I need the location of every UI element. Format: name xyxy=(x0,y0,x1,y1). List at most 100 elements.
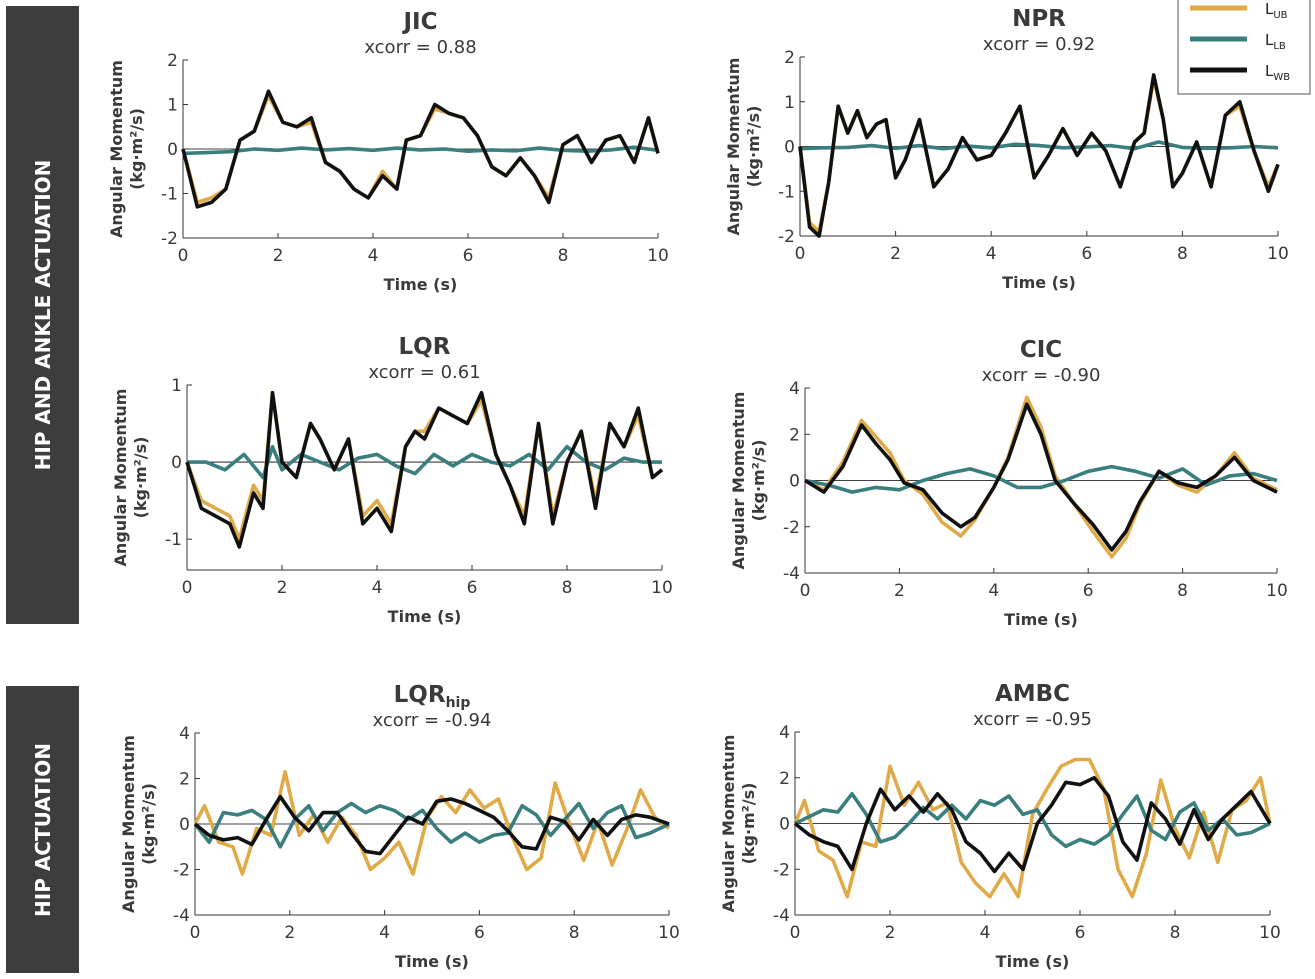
chart-title-main: LQR xyxy=(399,334,451,360)
y-tick-label: 2 xyxy=(779,769,790,789)
y-tick-label: -2 xyxy=(783,518,800,538)
chart-title: AMBC xyxy=(995,681,1070,707)
chart-title-main: LQR xyxy=(394,682,446,708)
x-axis-label: Time (s) xyxy=(395,952,469,971)
y-tick-label: 0 xyxy=(789,472,800,492)
y-tick-label: 1 xyxy=(784,93,795,113)
x-tick-label: 6 xyxy=(1075,923,1086,943)
chart-title-main: CIC xyxy=(1020,337,1062,363)
y-tick-label: 0 xyxy=(784,138,795,158)
x-tick-label: 8 xyxy=(569,923,580,943)
x-tick-label: 6 xyxy=(474,923,485,943)
x-tick-label: 2 xyxy=(284,923,295,943)
y-axis-label-line2: (kg·m²/s) xyxy=(749,440,768,522)
x-tick-label: 2 xyxy=(885,923,896,943)
x-tick-label: 4 xyxy=(372,578,383,598)
y-axis-label-line2: (kg·m²/s) xyxy=(139,783,158,865)
y-tick-label: 1 xyxy=(167,96,178,116)
y-tick-label: -4 xyxy=(783,564,800,584)
chart-title: LQR xyxy=(399,334,451,360)
row-label-hip: HIP ACTUATION xyxy=(31,743,55,917)
series-line-2 xyxy=(182,145,659,156)
x-tick-label: 6 xyxy=(1083,581,1094,601)
row-label-hip-ankle: HIP AND ANKLE ACTUATION xyxy=(31,160,55,471)
x-tick-label: 6 xyxy=(463,246,474,266)
x-tick-label: 10 xyxy=(1267,244,1289,264)
x-tick-label: 4 xyxy=(980,923,991,943)
x-tick-label: 10 xyxy=(1266,581,1288,601)
y-tick-label: 2 xyxy=(789,425,800,445)
series-line-1 xyxy=(804,395,1278,559)
x-tick-label: 0 xyxy=(182,578,193,598)
x-tick-label: 4 xyxy=(368,246,379,266)
x-tick-label: 0 xyxy=(795,244,806,264)
y-tick-label: 2 xyxy=(167,51,178,71)
legend-label-ub: LUB xyxy=(1265,0,1288,21)
x-tick-label: 10 xyxy=(651,578,673,598)
legend-label-lb: LLB xyxy=(1265,31,1286,52)
y-tick-label: 2 xyxy=(784,48,795,68)
x-axis-label: Time (s) xyxy=(388,607,462,626)
x-tick-label: 8 xyxy=(1177,581,1188,601)
chart-title-main: AMBC xyxy=(995,681,1070,707)
x-tick-label: 0 xyxy=(178,246,189,266)
y-tick-label: -1 xyxy=(161,185,178,205)
x-tick-label: 8 xyxy=(562,578,573,598)
y-tick-label: 0 xyxy=(171,453,182,473)
chart-subtitle: xcorr = -0.95 xyxy=(973,709,1092,730)
series-line-1 xyxy=(793,757,1272,899)
series-line-3 xyxy=(793,775,1272,874)
series-line-2 xyxy=(193,801,670,849)
x-tick-label: 8 xyxy=(558,246,569,266)
row-label-band-hip-ankle xyxy=(6,6,79,624)
series-line-2 xyxy=(799,140,1279,151)
legend-label-wb: LWB xyxy=(1265,62,1290,83)
y-tick-label: -1 xyxy=(778,182,795,202)
chart-subtitle: xcorr = 0.61 xyxy=(368,362,480,383)
y-axis-label-line2: (kg·m²/s) xyxy=(127,108,146,190)
series-line-1 xyxy=(798,77,1280,234)
chart-subtitle: xcorr = -0.90 xyxy=(982,365,1101,386)
chart-title: LQRhip xyxy=(394,682,471,711)
chart-subtitle: xcorr = 0.92 xyxy=(983,34,1095,55)
y-axis-label-line1: Angular Momentum xyxy=(729,392,748,570)
x-tick-label: 10 xyxy=(1259,923,1281,943)
y-tick-label: 0 xyxy=(779,815,790,835)
x-tick-label: 10 xyxy=(658,923,680,943)
x-tick-label: 0 xyxy=(790,923,801,943)
x-tick-label: 2 xyxy=(894,581,905,601)
x-tick-label: 4 xyxy=(986,244,997,264)
y-tick-label: -4 xyxy=(773,906,790,926)
y-axis-label-line1: Angular Momentum xyxy=(119,735,138,913)
y-tick-label: 4 xyxy=(789,379,800,399)
y-axis-label-line2: (kg·m²/s) xyxy=(744,106,763,188)
y-tick-label: 4 xyxy=(779,723,790,743)
y-tick-label: 1 xyxy=(171,376,182,396)
legend-box xyxy=(1177,0,1311,95)
y-axis-label-line1: Angular Momentum xyxy=(107,60,126,238)
x-tick-label: 10 xyxy=(647,246,669,266)
y-tick-label: 2 xyxy=(179,770,190,790)
y-tick-label: -2 xyxy=(161,229,178,249)
series-line-3 xyxy=(804,402,1278,552)
x-axis-label: Time (s) xyxy=(1004,610,1078,629)
x-axis-label: Time (s) xyxy=(1002,273,1076,292)
chart-title: CIC xyxy=(1020,337,1062,363)
series-line-2 xyxy=(804,464,1278,494)
chart-subtitle: xcorr = 0.88 xyxy=(364,37,476,58)
y-tick-label: -2 xyxy=(173,861,190,881)
series-line-2 xyxy=(794,791,1271,849)
series-line-3 xyxy=(798,73,1280,238)
series-line-3 xyxy=(193,794,670,856)
y-axis-label-line1: Angular Momentum xyxy=(719,735,738,913)
y-tick-label: -1 xyxy=(165,530,182,550)
x-axis-label: Time (s) xyxy=(384,275,458,294)
x-tick-label: 4 xyxy=(379,923,390,943)
chart-title-main: NPR xyxy=(1012,6,1066,32)
series-line-3 xyxy=(181,89,660,209)
